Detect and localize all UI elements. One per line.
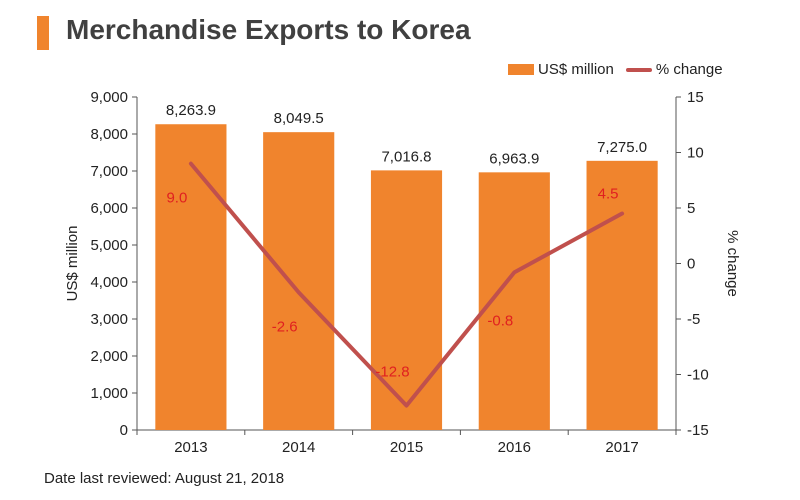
right-tick-label: -5 <box>687 311 700 328</box>
line-value-label: -12.8 <box>375 364 409 381</box>
left-tick-label: 5,000 <box>90 237 128 254</box>
x-tick-label: 2014 <box>282 439 315 456</box>
left-tick-label: 8,000 <box>90 126 128 143</box>
right-tick-label: 10 <box>687 145 704 162</box>
left-tick-label: 9,000 <box>90 89 128 106</box>
pct-change-line <box>188 161 625 408</box>
line-value-label: -2.6 <box>272 318 298 335</box>
right-tick-label: 5 <box>687 200 695 217</box>
left-axis-title: US$ million <box>64 226 81 302</box>
bar <box>586 160 658 430</box>
left-tick-label: 4,000 <box>90 274 128 291</box>
x-tick-label: 2017 <box>605 439 638 456</box>
legend-item-line: % change <box>625 61 723 78</box>
line-value-label: 4.5 <box>598 186 619 203</box>
x-tick-label: 2013 <box>174 439 207 456</box>
bar <box>263 132 335 430</box>
left-tick-label: 0 <box>120 422 128 439</box>
legend-bar-label: US$ million <box>538 61 614 78</box>
legend-line-swatch <box>625 67 652 72</box>
left-tick-label: 1,000 <box>90 385 128 402</box>
bar <box>370 170 443 430</box>
bar-value-label: 8,049.5 <box>274 110 324 127</box>
legend-item-bar: US$ million <box>508 61 614 78</box>
x-tick-label: 2016 <box>498 439 531 456</box>
bar-value-label: 7,275.0 <box>597 139 647 156</box>
bar-value-label: 6,963.9 <box>489 150 539 167</box>
left-tick-label: 7,000 <box>90 163 128 180</box>
right-axis-title: % change <box>724 230 741 297</box>
bar-value-label: 8,263.9 <box>166 102 216 119</box>
legend-line-label: % change <box>655 61 723 78</box>
bar-value-label: 7,016.8 <box>381 148 431 165</box>
left-tick-label: 2,000 <box>90 348 128 365</box>
footnote: Date last reviewed: August 21, 2018 <box>44 470 285 487</box>
right-tick-label: -10 <box>687 367 709 384</box>
legend-bar-swatch <box>508 64 534 75</box>
legend: US$ million % change <box>508 61 735 78</box>
left-tick-label: 3,000 <box>90 311 128 328</box>
line-value-label: 9.0 <box>166 190 187 207</box>
left-tick-label: 6,000 <box>90 200 128 217</box>
right-tick-label: -15 <box>687 422 709 439</box>
chart-title: Merchandise Exports to Korea <box>66 14 471 45</box>
title-accent-bar <box>37 16 49 50</box>
bar <box>155 124 227 430</box>
x-tick-label: 2015 <box>390 439 423 456</box>
right-tick-label: 0 <box>687 256 695 273</box>
line-value-label: -0.8 <box>487 312 513 329</box>
right-tick-label: 15 <box>687 89 704 106</box>
